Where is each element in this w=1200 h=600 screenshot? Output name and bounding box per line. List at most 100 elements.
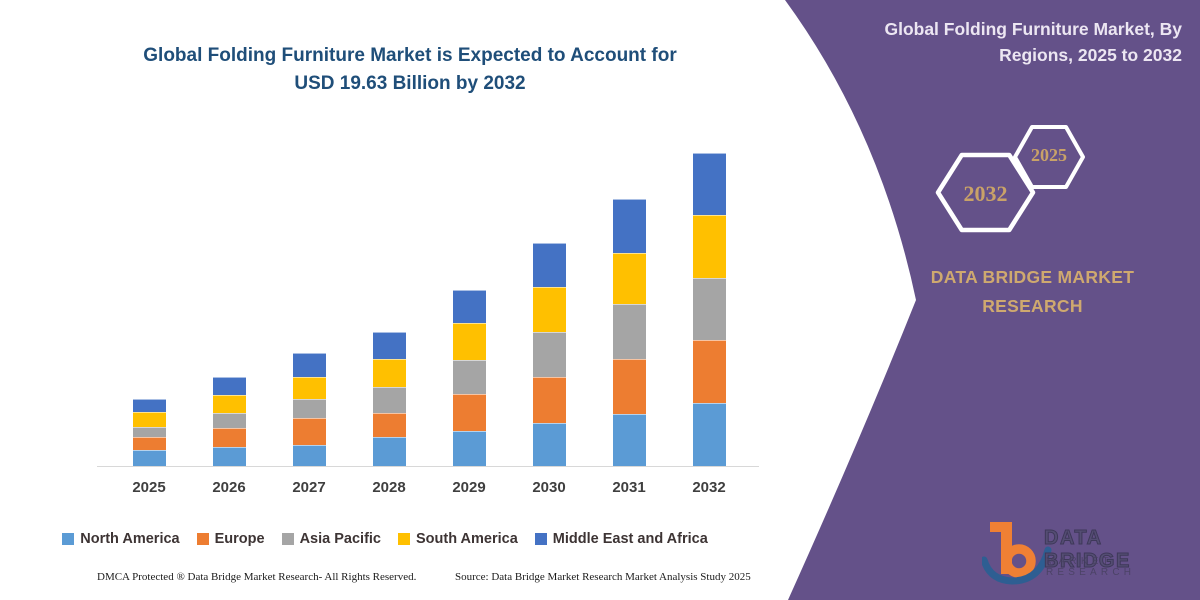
bar-2025-middle-east-and-africa [132, 399, 166, 412]
bar-2031 [589, 146, 669, 466]
bar-2027-asia-pacific [292, 399, 326, 419]
footer-source-text: Source: Data Bridge Market Research Mark… [455, 571, 751, 583]
logo-text-sub: MARKET RESEARCH [1046, 556, 1136, 578]
bar-2026-asia-pacific [212, 412, 246, 429]
bar-2025 [109, 146, 189, 466]
bar-2030-asia-pacific [532, 331, 566, 377]
bar-2031-middle-east-and-africa [612, 199, 646, 253]
x-axis-label-2031: 2031 [612, 479, 646, 496]
hexagon-small-outline [1013, 125, 1085, 189]
legend-item-north-america: North America [62, 531, 180, 547]
legend-marker-south-america [398, 533, 410, 545]
x-axis-label-2028: 2028 [372, 479, 406, 496]
bar-2032-middle-east-and-africa [692, 153, 726, 215]
bar-2026 [189, 146, 269, 466]
bar-2032-asia-pacific [692, 278, 726, 340]
bar-2030-south-america [532, 286, 566, 332]
bar-stack-2030 [532, 243, 566, 466]
bar-2029-europe [452, 394, 486, 432]
data-bridge-logo: DATA BRIDGE MARKET RESEARCH [982, 514, 1192, 596]
bar-2028-europe [372, 412, 406, 438]
x-axis-label-2027: 2027 [292, 479, 326, 496]
bar-2030 [509, 146, 589, 466]
hexagon-year-2032: 2032 [963, 181, 1008, 206]
bar-2030-middle-east-and-africa [532, 243, 566, 287]
legend-label-south-america: South America [416, 531, 518, 547]
logo-b-bowl [1002, 544, 1036, 578]
hexagons-graphic [935, 125, 1085, 233]
x-axis-label-2029: 2029 [452, 479, 486, 496]
bar-2030-europe [532, 376, 566, 424]
bar-stack-2027 [292, 353, 326, 466]
bar-2026-middle-east-and-africa [212, 376, 246, 396]
bar-stack-2031 [612, 199, 646, 466]
bar-2032-europe [692, 339, 726, 403]
bar-2025-asia-pacific [132, 426, 166, 437]
bar-2032-north-america [692, 403, 726, 466]
bar-stack-2029 [452, 289, 486, 466]
bar-2032-south-america [692, 214, 726, 279]
bar-stack-2025 [132, 399, 166, 466]
bar-2025-north-america [132, 450, 166, 466]
brand-text: DATA BRIDGE MARKET RESEARCH [915, 263, 1150, 321]
bar-2025-south-america [132, 411, 166, 427]
purple-panel-shape [785, 0, 1200, 600]
bar-2027-south-america [292, 376, 326, 400]
bar-2027-europe [292, 418, 326, 445]
chart-legend: North America Europe Asia Pacific South Ame… [0, 531, 770, 547]
bar-2028 [349, 146, 429, 466]
chart-title-line1: Global Folding Furniture Market is Expec… [143, 45, 677, 66]
legend-label-europe: Europe [214, 531, 265, 547]
logo-b-icon [982, 522, 1052, 585]
panel-title-line1: Global Folding Furniture Market, By [884, 19, 1182, 39]
legend-marker-middle-east-and-africa [534, 533, 547, 545]
bar-2028-middle-east-and-africa [372, 331, 406, 360]
panel-title-line2: Regions, 2025 to 2032 [999, 45, 1182, 65]
bar-2028-south-america [372, 359, 406, 387]
bar-2026-europe [212, 428, 246, 447]
brand-text-line1: DATA BRIDGE MARKET [930, 267, 1135, 287]
legend-item-europe: Europe [196, 531, 265, 547]
bar-2029 [429, 146, 509, 466]
bar-2029-asia-pacific [452, 359, 486, 395]
bar-chart-plot-area [109, 146, 749, 466]
x-axis-labels: 2025 2026 2027 2028 2029 2030 2031 2032 [109, 479, 749, 496]
bar-2025-europe [132, 436, 166, 450]
legend-marker-north-america [62, 533, 75, 545]
chart-title: Global Folding Furniture Market is Expec… [110, 42, 710, 98]
x-axis-label-2025: 2025 [132, 479, 166, 496]
bar-2029-north-america [452, 431, 486, 466]
bar-2027 [269, 146, 349, 466]
bar-2026-south-america [212, 395, 246, 413]
legend-label-north-america: North America [80, 531, 180, 547]
logo-swoosh [982, 546, 1052, 585]
legend-marker-asia-pacific [281, 533, 294, 545]
legend-label-middle-east-and-africa: Middle East and Africa [552, 531, 708, 547]
bar-2028-asia-pacific [372, 386, 406, 413]
bar-2029-middle-east-and-africa [452, 289, 486, 323]
legend-marker-europe [196, 533, 209, 545]
x-axis-label-2032: 2032 [692, 479, 726, 496]
bar-2030-north-america [532, 423, 566, 466]
bar-stack-2028 [372, 331, 406, 466]
bar-2029-south-america [452, 322, 486, 360]
brand-text-line2: RESEARCH [982, 296, 1083, 316]
x-axis-label-2026: 2026 [212, 479, 246, 496]
x-axis-line [97, 466, 759, 467]
bar-2027-north-america [292, 444, 326, 466]
bar-stack-2026 [212, 376, 246, 466]
bar-2031-europe [612, 359, 646, 415]
bar-2026-north-america [212, 446, 246, 466]
legend-item-middle-east-and-africa: Middle East and Africa [534, 531, 708, 547]
panel-title: Global Folding Furniture Market, By Regi… [782, 16, 1182, 68]
bar-2028-north-america [372, 437, 406, 466]
x-axis-label-2030: 2030 [532, 479, 566, 496]
bar-2031-asia-pacific [612, 304, 646, 360]
legend-item-south-america: South America [398, 531, 518, 547]
chart-title-line2: USD 19.63 Billion by 2032 [294, 73, 526, 94]
hexagon-year-2025: 2025 [1031, 145, 1067, 165]
bar-2031-south-america [612, 252, 646, 305]
bar-2031-north-america [612, 414, 646, 466]
